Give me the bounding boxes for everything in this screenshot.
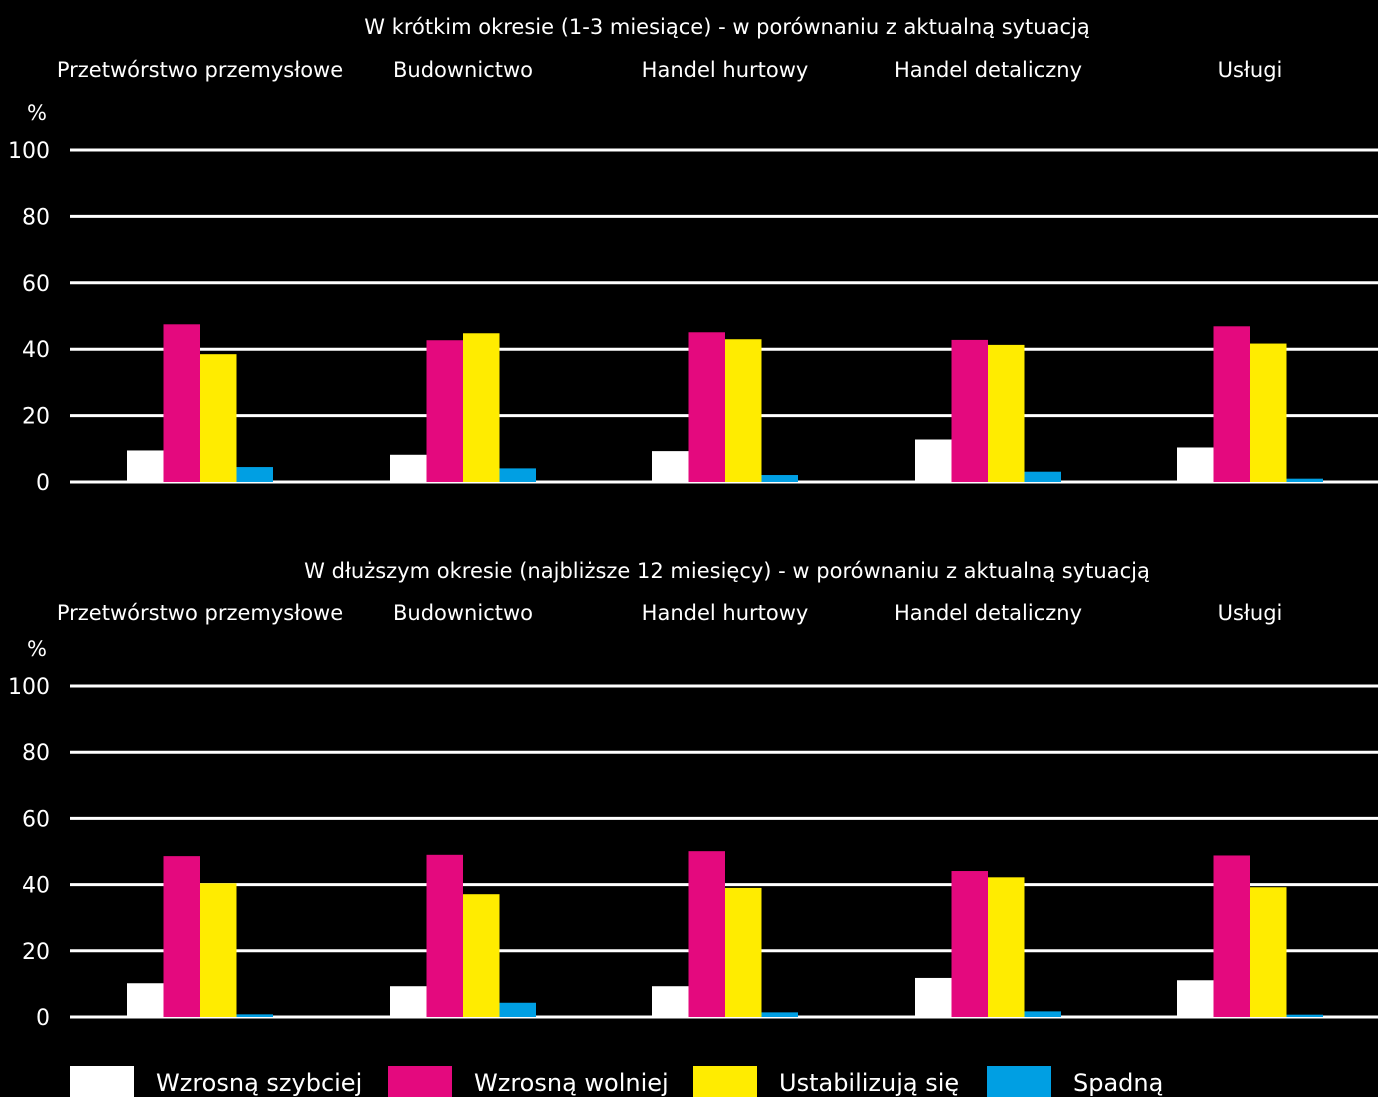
y-tick-label: 60 <box>22 807 50 832</box>
bar <box>163 324 200 482</box>
y-tick-label: 0 <box>36 1006 50 1031</box>
y-tick-label: 0 <box>36 471 50 496</box>
bar <box>236 467 273 482</box>
bar <box>915 977 952 1017</box>
bar <box>988 344 1025 482</box>
bar <box>390 454 427 482</box>
y-axis-unit-label: % <box>27 637 47 661</box>
bar <box>761 1012 798 1017</box>
bar <box>499 1002 536 1017</box>
legend-swatch <box>70 1066 134 1097</box>
bar <box>688 332 725 482</box>
legend-label: Spadną <box>1073 1069 1163 1097</box>
bar <box>127 983 164 1017</box>
bar <box>951 339 988 482</box>
bar <box>163 856 200 1017</box>
legend-swatch <box>987 1066 1051 1097</box>
bar <box>1250 887 1287 1017</box>
panel-title: W dłuższym okresie (najbliższe 12 miesię… <box>304 559 1150 583</box>
bar <box>127 450 164 482</box>
category-label: Budownictwo <box>393 601 533 625</box>
y-tick-label: 60 <box>22 272 50 297</box>
bar <box>1286 1014 1323 1017</box>
category-label: Handel hurtowy <box>642 58 809 82</box>
category-label: Usługi <box>1218 601 1283 625</box>
legend-swatch <box>388 1066 452 1097</box>
bar <box>1024 471 1061 482</box>
bar <box>200 883 237 1017</box>
bar <box>988 877 1025 1017</box>
bar <box>1213 326 1250 482</box>
bar <box>1177 447 1214 482</box>
y-tick-label: 100 <box>8 139 50 164</box>
bar <box>725 887 762 1017</box>
y-axis-unit-label: % <box>27 101 47 125</box>
bar <box>652 986 689 1017</box>
bar <box>499 468 536 482</box>
bar <box>725 339 762 482</box>
category-label: Handel hurtowy <box>642 601 809 625</box>
legend-label: Ustabilizują się <box>779 1069 959 1097</box>
y-tick-label: 40 <box>22 338 50 363</box>
bar <box>426 340 463 482</box>
bar <box>1250 343 1287 482</box>
y-tick-label: 80 <box>22 205 50 230</box>
category-label: Handel detaliczny <box>894 601 1082 625</box>
category-label: Budownictwo <box>393 58 533 82</box>
category-label: Przetwórstwo przemysłowe <box>57 601 343 625</box>
category-label: Usługi <box>1218 58 1283 82</box>
bar <box>426 854 463 1017</box>
bar <box>390 986 427 1017</box>
legend-label: Wzrosną szybciej <box>156 1069 362 1097</box>
bar <box>951 871 988 1017</box>
bar <box>1213 855 1250 1017</box>
bar <box>915 439 952 482</box>
bar <box>200 354 237 482</box>
category-label: Handel detaliczny <box>894 58 1082 82</box>
bar <box>761 475 798 482</box>
panel-title: W krótkim okresie (1-3 miesiące) - w por… <box>364 15 1089 39</box>
y-tick-label: 20 <box>22 405 50 430</box>
bar <box>1024 1011 1061 1017</box>
y-tick-label: 40 <box>22 874 50 899</box>
bar <box>463 894 500 1017</box>
bar <box>1286 478 1323 482</box>
bar <box>463 333 500 482</box>
bar <box>236 1014 273 1017</box>
category-label: Przetwórstwo przemysłowe <box>57 58 343 82</box>
bar <box>688 851 725 1017</box>
y-tick-label: 20 <box>22 940 50 965</box>
bar <box>652 451 689 482</box>
legend-label: Wzrosną wolniej <box>474 1069 669 1097</box>
y-tick-label: 80 <box>22 741 50 766</box>
bar <box>1177 980 1214 1017</box>
y-tick-label: 100 <box>8 675 50 700</box>
legend-swatch <box>693 1066 757 1097</box>
